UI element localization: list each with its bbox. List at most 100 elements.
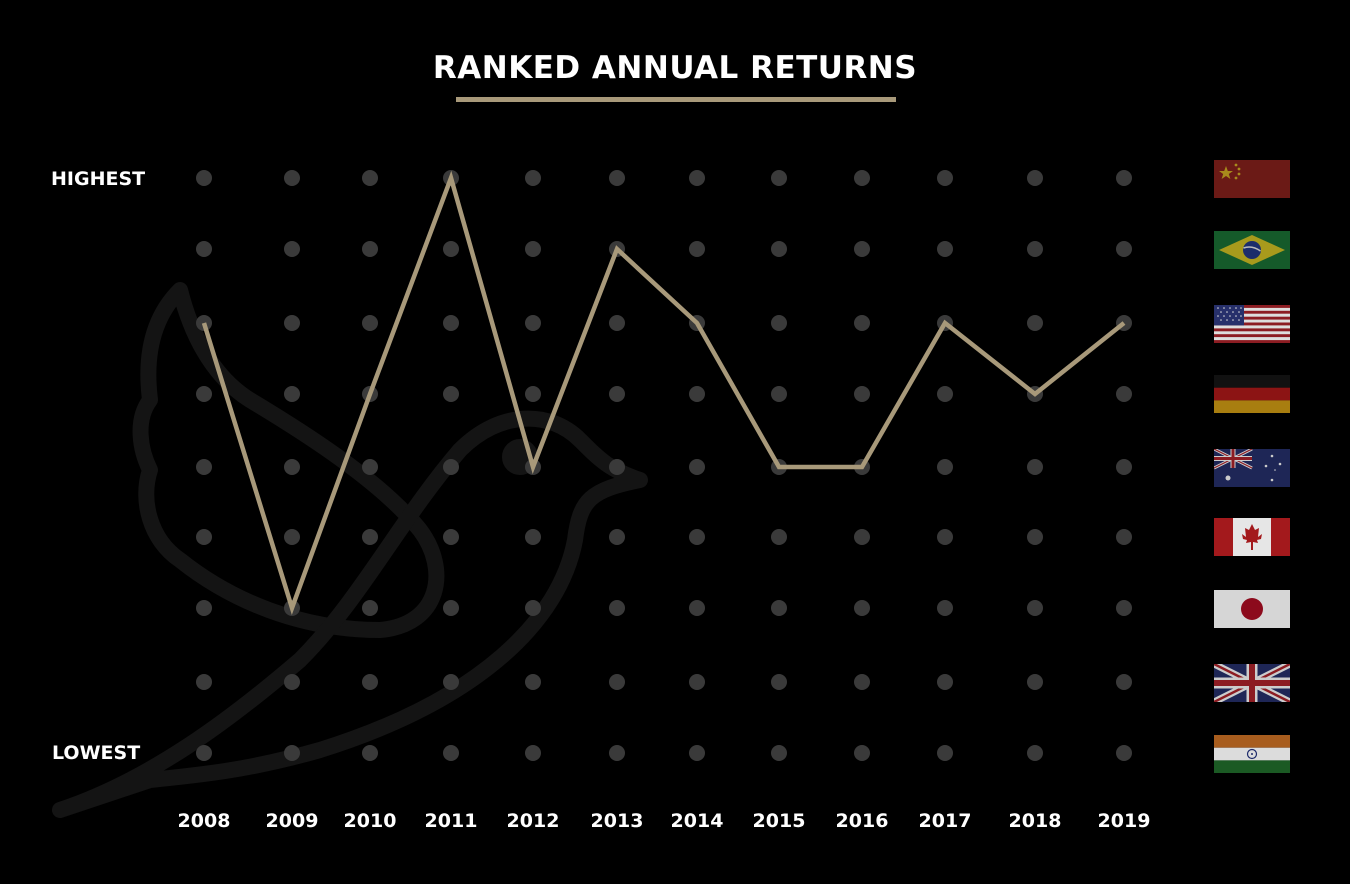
- grid-dot: [1116, 600, 1132, 616]
- grid-dot: [284, 386, 300, 402]
- grid-dot: [1027, 529, 1043, 545]
- canada-flag: [1214, 518, 1290, 556]
- x-tick-label: 2011: [425, 810, 478, 832]
- germany-flag: [1214, 375, 1290, 413]
- grid-dot: [196, 674, 212, 690]
- grid-dot: [284, 745, 300, 761]
- grid-dot: [854, 170, 870, 186]
- grid-dot: [689, 745, 705, 761]
- india-flag: [1214, 735, 1290, 773]
- grid-dot: [854, 674, 870, 690]
- grid-dot: [771, 745, 787, 761]
- grid-dot: [525, 745, 541, 761]
- grid-dot: [689, 170, 705, 186]
- grid-dot: [443, 459, 459, 475]
- grid-dot: [609, 386, 625, 402]
- grid-dot: [1116, 386, 1132, 402]
- grid-dot: [609, 170, 625, 186]
- dot-grid: [196, 170, 1132, 761]
- grid-dot: [525, 529, 541, 545]
- title-underline: [456, 97, 896, 102]
- grid-dot: [937, 170, 953, 186]
- grid-dot: [854, 315, 870, 331]
- grid-dot: [443, 674, 459, 690]
- grid-dot: [362, 241, 378, 257]
- grid-dot: [689, 674, 705, 690]
- grid-dot: [525, 386, 541, 402]
- grid-dot: [196, 170, 212, 186]
- grid-dot: [196, 529, 212, 545]
- series-line: [201, 170, 1126, 616]
- grid-dot: [1116, 529, 1132, 545]
- grid-dot: [609, 745, 625, 761]
- x-tick-label: 2013: [591, 810, 644, 832]
- grid-dot: [284, 241, 300, 257]
- grid-dot: [937, 241, 953, 257]
- grid-dot: [1116, 674, 1132, 690]
- grid-dot: [1027, 674, 1043, 690]
- grid-dot: [937, 745, 953, 761]
- uk-flag: [1214, 664, 1290, 702]
- grid-dot: [525, 674, 541, 690]
- grid-dot: [525, 241, 541, 257]
- grid-dot: [689, 459, 705, 475]
- grid-dot: [937, 600, 953, 616]
- grid-dot: [443, 386, 459, 402]
- grid-dot: [284, 529, 300, 545]
- grid-dot: [1027, 600, 1043, 616]
- grid-dot: [854, 241, 870, 257]
- grid-dot: [196, 600, 212, 616]
- grid-dot: [689, 529, 705, 545]
- grid-dot: [196, 241, 212, 257]
- grid-dot: [443, 241, 459, 257]
- grid-dot: [362, 459, 378, 475]
- grid-dot: [1027, 241, 1043, 257]
- japan-flag: [1214, 590, 1290, 628]
- grid-dot: [362, 529, 378, 545]
- grid-dot: [1116, 459, 1132, 475]
- grid-dot: [771, 315, 787, 331]
- x-axis-ticks: 2008 2009 2010 2011 2012 2013 2014 2015 2016 2017…: [178, 810, 1151, 832]
- x-tick-label: 2015: [753, 810, 806, 832]
- grid-dot: [609, 600, 625, 616]
- grid-dot: [443, 315, 459, 331]
- grid-dot: [609, 529, 625, 545]
- grid-dot: [771, 386, 787, 402]
- grid-dot: [689, 600, 705, 616]
- grid-dot: [937, 674, 953, 690]
- grid-dot: [609, 459, 625, 475]
- grid-dot: [196, 745, 212, 761]
- grid-dot: [771, 170, 787, 186]
- grid-dot: [284, 315, 300, 331]
- grid-dot: [362, 600, 378, 616]
- grid-dot: [937, 459, 953, 475]
- x-tick-label: 2016: [836, 810, 889, 832]
- grid-dot: [196, 386, 212, 402]
- grid-dot: [1027, 315, 1043, 331]
- grid-dot: [1116, 745, 1132, 761]
- x-tick-label: 2019: [1098, 810, 1151, 832]
- grid-dot: [854, 529, 870, 545]
- grid-dot: [196, 459, 212, 475]
- grid-dot: [525, 170, 541, 186]
- grid-dot: [609, 315, 625, 331]
- grid-dot: [854, 600, 870, 616]
- grid-dot: [854, 386, 870, 402]
- x-tick-label: 2009: [266, 810, 319, 832]
- grid-dot: [362, 674, 378, 690]
- x-tick-label: 2017: [919, 810, 972, 832]
- grid-dot: [1116, 170, 1132, 186]
- x-tick-label: 2012: [507, 810, 560, 832]
- bird-watermark: [52, 282, 648, 818]
- grid-dot: [771, 600, 787, 616]
- grid-dot: [854, 745, 870, 761]
- grid-dot: [1027, 170, 1043, 186]
- china-flag: [1214, 160, 1290, 198]
- grid-dot: [609, 674, 625, 690]
- usa-flag: [1214, 305, 1290, 343]
- grid-dot: [443, 600, 459, 616]
- grid-dot: [1027, 745, 1043, 761]
- lowest-label: LOWEST: [52, 742, 141, 764]
- x-tick-label: 2018: [1009, 810, 1062, 832]
